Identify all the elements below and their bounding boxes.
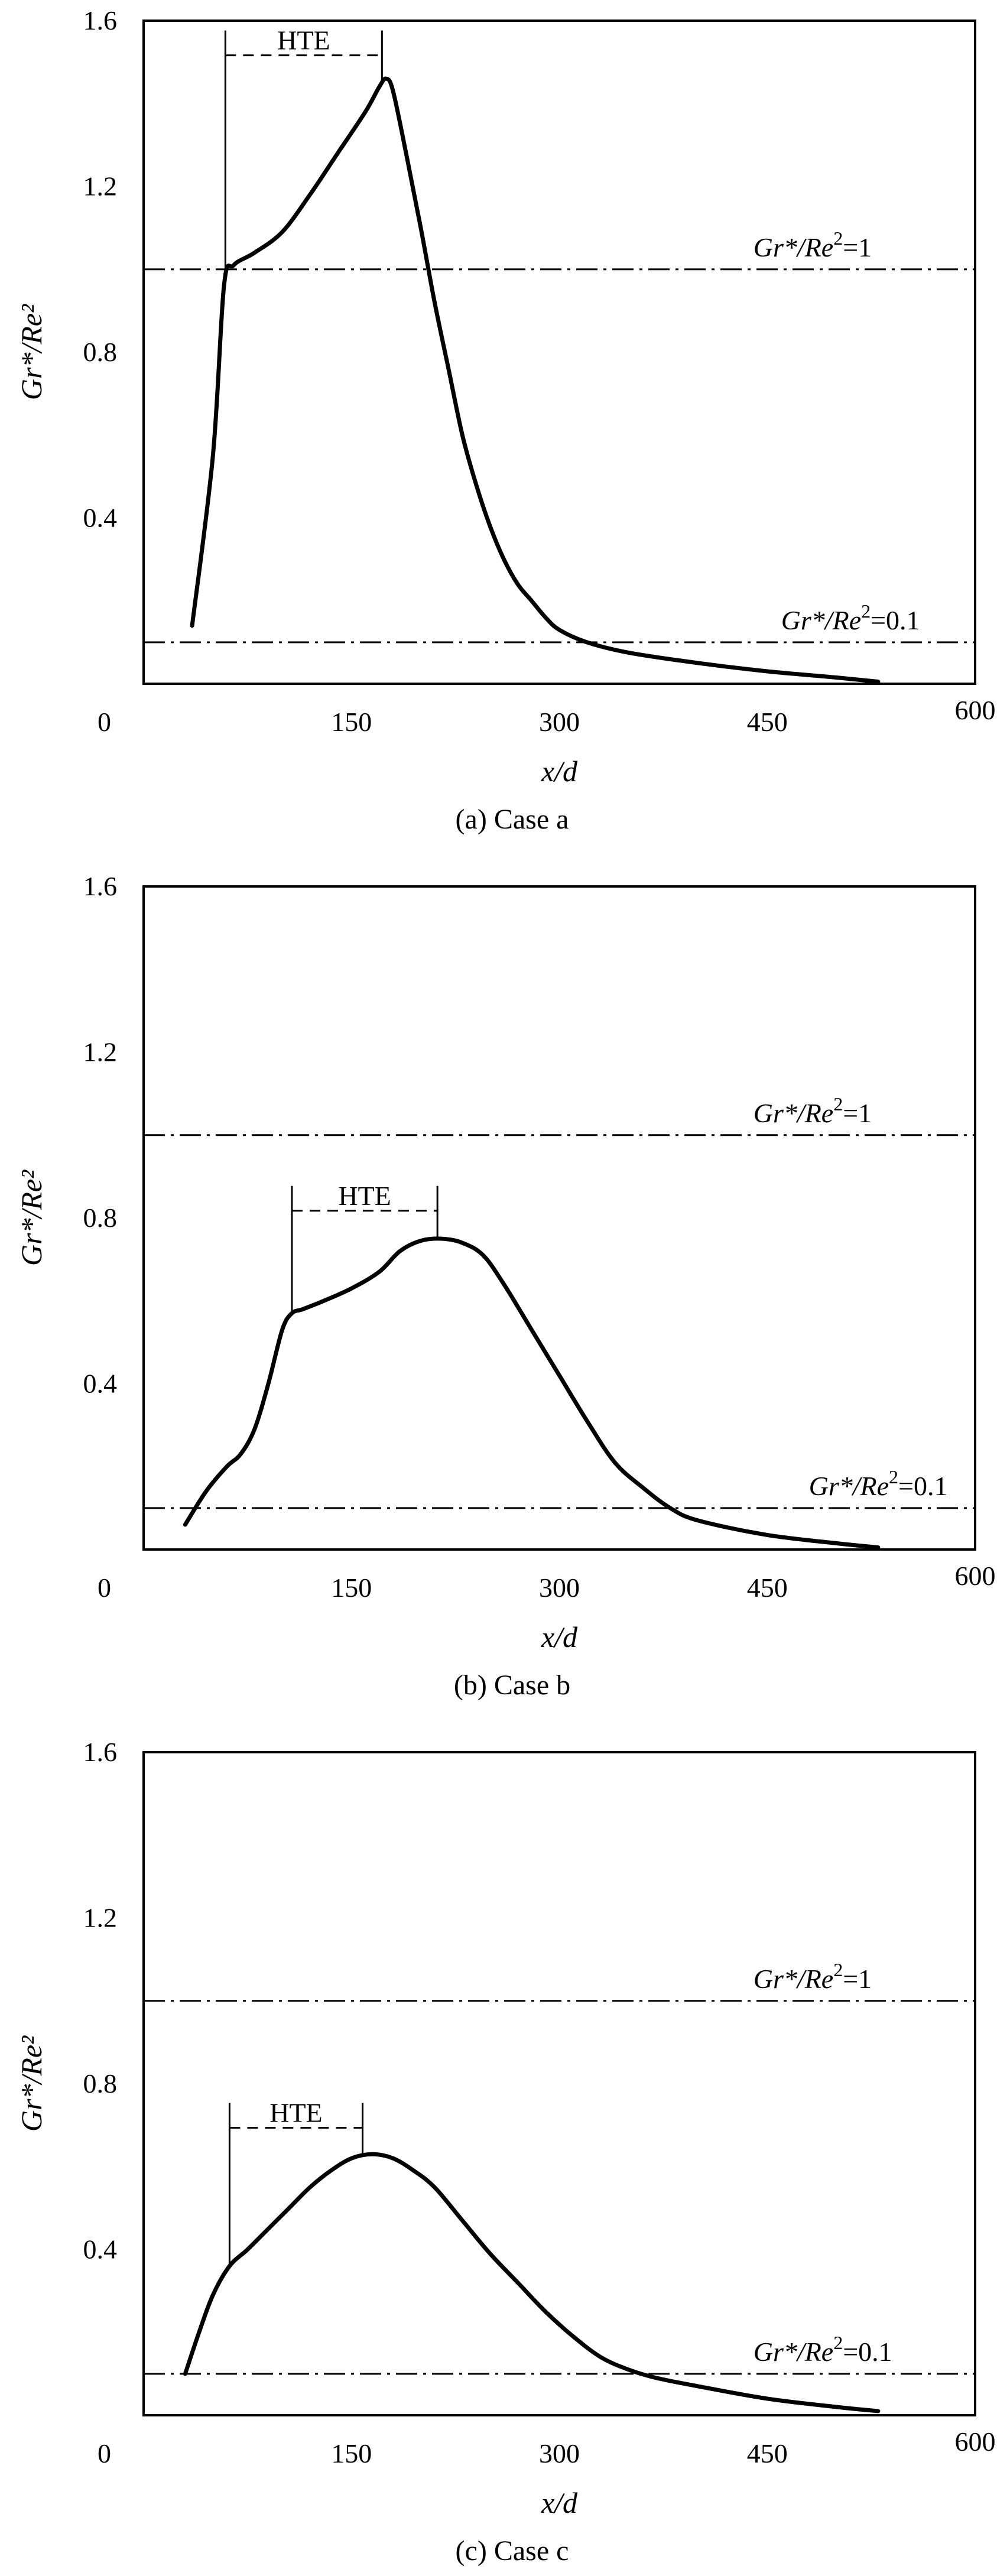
hte-label: HTE bbox=[269, 2097, 322, 2127]
y-tick-label: 0.4 bbox=[83, 2234, 118, 2265]
data-series-line bbox=[183, 2152, 881, 2413]
reference-line-label: Gr*/Re2=0.1 bbox=[754, 2332, 892, 2367]
panel-caption: (c) Case c bbox=[456, 2535, 569, 2567]
x-tick-label: 300 bbox=[539, 1573, 580, 1603]
y-tick-label: 1.6 bbox=[83, 5, 118, 35]
y-tick-label: 0.4 bbox=[83, 1369, 118, 1399]
reference-line-label: Gr*/Re2=0.1 bbox=[781, 600, 920, 635]
x-tick-label: 150 bbox=[331, 707, 372, 737]
y-axis-title: Gr*/Re² bbox=[15, 1170, 48, 1266]
data-series-line bbox=[190, 76, 881, 684]
chart-panel-3: 0.4 0.8 1.2 1.6 0 150 300 450 600 x/d Gr*/Re² (c) C… bbox=[15, 1737, 996, 2567]
y-axis-title: Gr*/Re² bbox=[15, 2035, 48, 2132]
x-tick-label: 600 bbox=[955, 1561, 996, 1591]
y-axis-title: Gr*/Re² bbox=[15, 304, 48, 400]
x-axis-title: x/d bbox=[541, 1620, 578, 1654]
y-tick-label: 0.8 bbox=[83, 2068, 118, 2099]
panel-caption: (b) Case b bbox=[454, 1669, 570, 1701]
y-tick-label: 1.2 bbox=[83, 171, 118, 202]
x-tick-label: 150 bbox=[331, 2438, 372, 2468]
panel-caption: (a) Case a bbox=[456, 804, 569, 835]
plot-frame bbox=[142, 20, 976, 685]
x-tick-label: 300 bbox=[539, 2438, 580, 2468]
y-tick-label: 0.4 bbox=[83, 503, 118, 533]
plot-frame bbox=[142, 1751, 976, 2416]
x-tick-label: 300 bbox=[539, 707, 580, 737]
y-tick-label: 1.6 bbox=[83, 1737, 118, 1767]
x-tick-label: 0 bbox=[98, 707, 111, 737]
y-tick-label: 1.6 bbox=[83, 871, 118, 901]
y-tick-label: 0.8 bbox=[83, 337, 118, 367]
chart-panel-1: 0.4 0.8 1.2 1.6 0 150 300 450 600 x/d Gr*/Re² (a) C… bbox=[15, 5, 996, 835]
reference-line-label: Gr*/Re2=1 bbox=[754, 1093, 872, 1128]
x-tick-label: 450 bbox=[747, 1573, 788, 1603]
hte-label: HTE bbox=[277, 25, 330, 56]
y-tick-label: 1.2 bbox=[83, 1903, 118, 1933]
y-tick-label: 0.8 bbox=[83, 1203, 118, 1233]
x-tick-label: 600 bbox=[955, 695, 996, 725]
x-axis-title: x/d bbox=[541, 2486, 578, 2519]
x-tick-label: 150 bbox=[331, 1573, 372, 1603]
reference-line-label: Gr*/Re2=0.1 bbox=[809, 1466, 948, 1501]
reference-line-label: Gr*/Re2=1 bbox=[754, 1959, 872, 1994]
y-tick-label: 1.2 bbox=[83, 1037, 118, 1067]
x-tick-label: 0 bbox=[98, 1573, 111, 1603]
x-axis-title: x/d bbox=[541, 755, 578, 788]
plot-frame bbox=[142, 885, 976, 1551]
hte-label: HTE bbox=[338, 1181, 391, 1211]
x-tick-label: 600 bbox=[955, 2426, 996, 2457]
data-series-line bbox=[183, 1236, 881, 1550]
x-tick-label: 450 bbox=[747, 2438, 788, 2468]
reference-line-label: Gr*/Re2=1 bbox=[754, 228, 872, 262]
chart-panel-2: 0.4 0.8 1.2 1.6 0 150 300 450 600 x/d Gr*/Re² (b) C… bbox=[15, 871, 996, 1701]
x-tick-label: 0 bbox=[98, 2438, 111, 2468]
x-tick-label: 450 bbox=[747, 707, 788, 737]
